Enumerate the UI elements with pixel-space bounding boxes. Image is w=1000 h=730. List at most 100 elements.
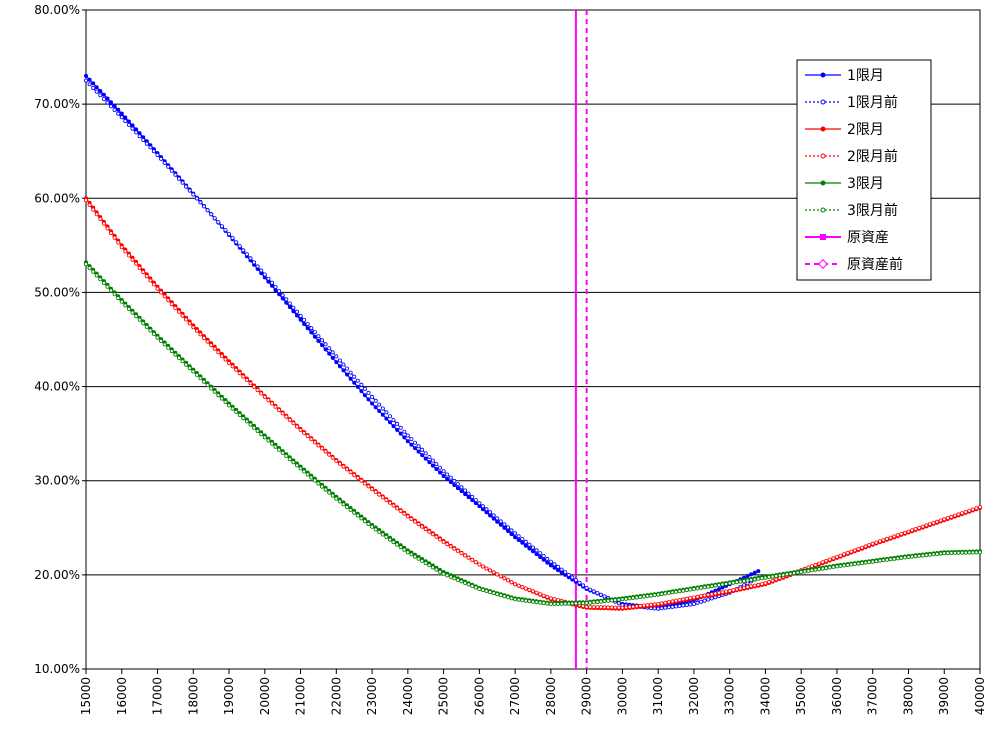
- data-point: [856, 547, 861, 552]
- data-point: [380, 495, 385, 500]
- legend-label: 2限月: [847, 122, 884, 138]
- data-point: [373, 527, 378, 532]
- data-point: [169, 302, 174, 307]
- data-point: [938, 551, 943, 556]
- data-point: [87, 265, 92, 270]
- data-point: [141, 321, 146, 326]
- data-point: [717, 583, 722, 588]
- data-point: [305, 434, 310, 439]
- data-point: [137, 134, 142, 139]
- data-point: [566, 572, 571, 577]
- data-point: [234, 409, 239, 414]
- data-point: [201, 379, 206, 384]
- data-point: [427, 460, 432, 465]
- data-point: [298, 313, 303, 318]
- data-point: [491, 591, 496, 596]
- data-point: [362, 481, 367, 486]
- data-point: [527, 546, 532, 551]
- data-point: [470, 584, 475, 589]
- data-point: [702, 593, 707, 598]
- data-point: [395, 506, 400, 511]
- data-point: [874, 540, 879, 545]
- data-point: [688, 596, 693, 601]
- x-tick-label: 27000: [508, 677, 522, 715]
- data-point: [838, 553, 843, 558]
- data-point: [910, 528, 915, 533]
- data-point: [763, 581, 768, 586]
- data-point: [509, 596, 514, 601]
- data-point: [935, 519, 940, 524]
- data-point: [516, 597, 521, 602]
- legend-marker: [818, 259, 828, 269]
- data-point: [116, 111, 121, 116]
- data-point: [516, 583, 521, 588]
- data-point: [284, 414, 289, 419]
- data-point: [913, 554, 918, 559]
- data-point: [252, 425, 257, 430]
- data-point: [226, 403, 231, 408]
- data-point: [520, 540, 525, 545]
- data-point: [437, 470, 442, 475]
- data-point: [205, 339, 210, 344]
- data-point: [849, 562, 854, 567]
- series-group: [84, 73, 983, 611]
- data-point: [94, 85, 99, 90]
- data-point: [788, 571, 793, 576]
- data-point: [373, 405, 378, 410]
- data-point: [312, 440, 317, 445]
- data-point: [498, 519, 503, 524]
- data-point: [602, 594, 607, 599]
- data-point: [319, 484, 324, 489]
- data-point: [538, 600, 543, 605]
- data-point: [466, 582, 471, 587]
- data-point: [119, 245, 124, 250]
- data-point: [452, 478, 457, 483]
- data-point: [516, 534, 521, 539]
- data-point: [509, 580, 514, 585]
- data-point: [280, 293, 285, 298]
- data-point: [341, 368, 346, 373]
- data-point: [259, 268, 264, 273]
- legend-marker: [820, 126, 826, 132]
- data-point: [541, 557, 546, 562]
- data-point: [341, 464, 346, 469]
- data-point: [945, 551, 950, 556]
- data-point: [473, 585, 478, 590]
- data-point: [230, 406, 235, 411]
- data-point: [749, 577, 754, 582]
- x-tick-label: 23000: [365, 677, 379, 715]
- data-point: [377, 402, 382, 407]
- data-point: [488, 513, 493, 518]
- data-point: [201, 335, 206, 340]
- data-point: [212, 216, 217, 221]
- data-point: [430, 565, 435, 570]
- data-point: [477, 562, 482, 567]
- data-point: [670, 599, 675, 604]
- data-point: [691, 602, 696, 607]
- data-point: [159, 290, 164, 295]
- data-point: [749, 584, 754, 589]
- data-point: [334, 354, 339, 359]
- data-point: [953, 513, 958, 518]
- data-point: [252, 260, 257, 265]
- data-point: [423, 451, 428, 456]
- data-point: [398, 545, 403, 550]
- data-point: [470, 558, 475, 563]
- data-point: [130, 310, 135, 315]
- data-point: [881, 538, 886, 543]
- data-point: [198, 376, 203, 381]
- data-point: [531, 545, 536, 550]
- data-point: [974, 550, 979, 555]
- data-point: [709, 592, 714, 597]
- data-point: [459, 551, 464, 556]
- data-point: [595, 605, 600, 610]
- data-point: [563, 601, 568, 606]
- data-point: [327, 346, 332, 351]
- data-point: [573, 578, 578, 583]
- data-point: [831, 564, 836, 569]
- data-point: [194, 196, 199, 201]
- legend-marker: [820, 99, 826, 105]
- data-point: [963, 509, 968, 514]
- data-point: [720, 590, 725, 595]
- data-point: [398, 431, 403, 436]
